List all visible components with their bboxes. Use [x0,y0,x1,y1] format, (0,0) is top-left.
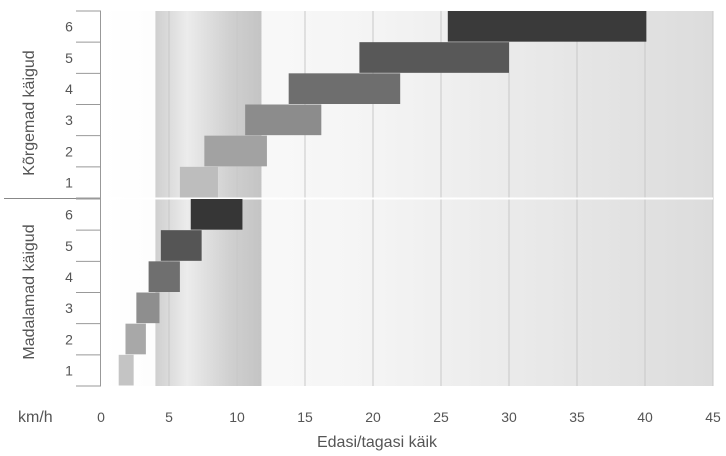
gear-bar [148,261,180,292]
x-tick-label: 45 [705,409,721,425]
gear-label: 3 [65,300,73,316]
gear-bar [125,323,146,355]
x-tick-labels: 0 5 10 15 20 25 30 35 40 45 [97,409,721,425]
gear-label: 2 [65,331,73,347]
x-tick-label: 5 [165,409,173,425]
gear-bar [179,166,218,198]
gear-label: 2 [65,143,73,159]
panel-label-lower: Madalamad käigud [21,224,38,359]
gear-label: 5 [65,50,73,66]
gear-bar [136,292,160,324]
x-tick-label: 25 [433,409,449,425]
gear-label: 4 [65,269,73,285]
x-tick-label: 20 [365,409,381,425]
x-tick-label: 15 [297,409,313,425]
gear-label: 6 [65,19,73,35]
gear-bar [160,230,202,261]
x-tick-label: 35 [569,409,585,425]
bars [118,11,647,386]
x-tick-label: 40 [637,409,653,425]
gear-label: 1 [65,362,73,378]
x-tick-label: 0 [97,409,105,425]
gear-label: 1 [65,174,73,190]
gear-bar [288,73,401,104]
x-tick-label: 30 [501,409,517,425]
x-axis-title: Edasi/tagasi käik [317,434,438,451]
gear-label: 4 [65,81,73,97]
x-tick-label: 10 [229,409,245,425]
gear-label: 3 [65,112,73,128]
gear-label: 6 [65,207,73,223]
panel-label-upper: Kõrgemad käigud [21,50,38,175]
y-axis: 1 2 3 4 5 6 1 2 3 4 5 6 [65,10,101,387]
gear-bar [190,199,243,230]
gear-bar [118,354,134,386]
gear-label: 5 [65,238,73,254]
gear-bar [447,11,647,42]
gear-bar [359,42,509,73]
gear-bar [204,135,267,167]
gear-bar [245,104,322,136]
unit-label: km/h [18,409,53,426]
